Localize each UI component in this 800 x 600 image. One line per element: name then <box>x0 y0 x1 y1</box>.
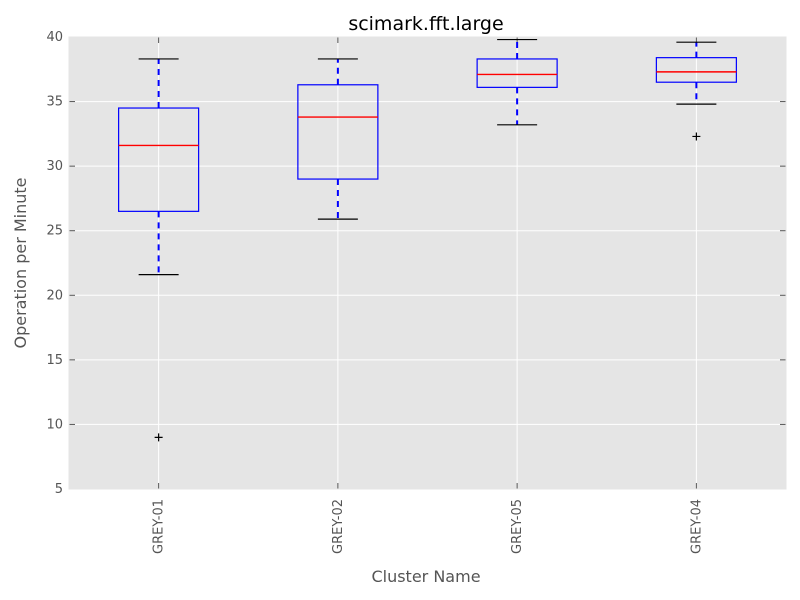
x-tick-label: GREY-02 <box>331 499 346 554</box>
y-tick-label: 35 <box>46 95 63 110</box>
x-tick-label: GREY-04 <box>689 499 704 554</box>
x-axis-title: Cluster Name <box>371 567 480 586</box>
box-iqr <box>118 107 200 212</box>
outlier-point <box>154 433 163 442</box>
x-axis-ticks: GREY-01 GREY-02 GREY-05 GREY-04 <box>152 37 704 554</box>
y-tick-label: 15 <box>46 353 63 368</box>
x-tick-label: GREY-05 <box>510 499 525 554</box>
y-tick-label: 40 <box>46 30 63 45</box>
box-grey-05 <box>476 38 558 126</box>
box-grey-01 <box>118 58 200 442</box>
plot-area <box>69 37 786 489</box>
plot-frame <box>68 36 787 490</box>
x-tick-label: GREY-01 <box>152 499 167 554</box>
box-grey-04 <box>655 41 737 141</box>
box-iqr <box>655 57 737 83</box>
chart-title: scimark.fft.large <box>348 13 503 35</box>
box-iqr <box>476 58 558 88</box>
y-tick-label: 5 <box>55 482 63 497</box>
y-tick-label: 20 <box>46 288 63 303</box>
y-tick-label: 10 <box>46 417 63 432</box>
y-tick-label: 25 <box>46 224 63 239</box>
box-plots <box>118 38 737 442</box>
outlier-point <box>692 132 701 141</box>
box-iqr <box>297 84 379 180</box>
y-tick-label: 30 <box>46 159 63 174</box>
y-axis-title: Operation per Minute <box>11 177 30 348</box>
box-grey-02 <box>297 58 379 220</box>
